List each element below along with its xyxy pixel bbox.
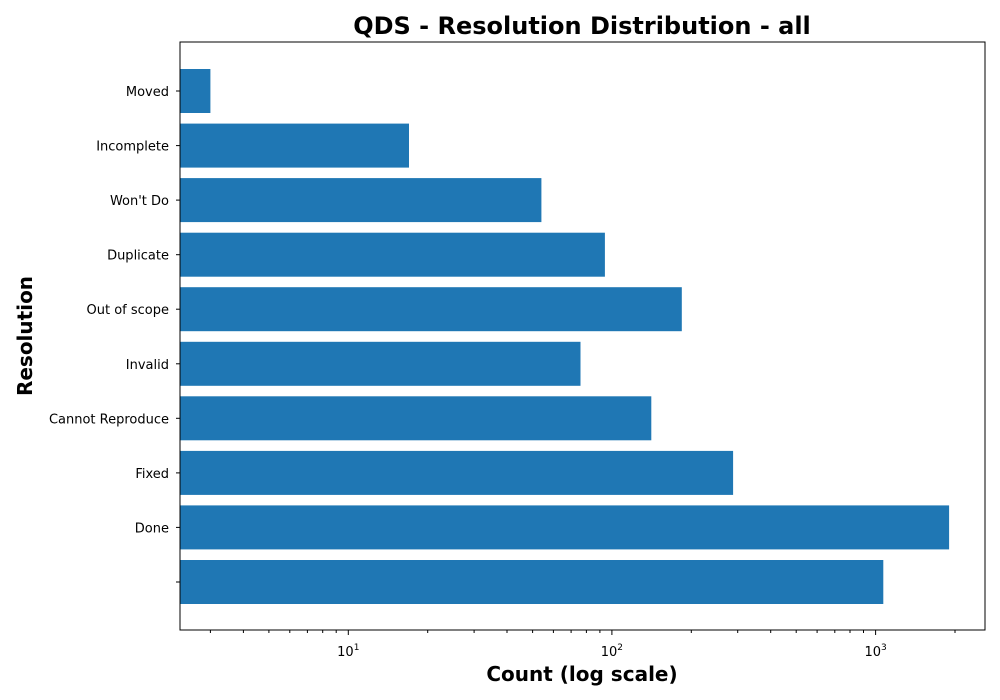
y-tick-label: Incomplete	[96, 140, 169, 155]
bar	[180, 69, 211, 113]
bar	[180, 123, 409, 168]
x-tick-label: 103	[864, 643, 886, 660]
bar	[180, 287, 682, 332]
bar	[180, 560, 884, 604]
y-tick-label: Done	[135, 521, 169, 536]
x-ticks-layer: 101 102 103	[209, 630, 956, 660]
bar	[180, 232, 605, 277]
y-ticks-layer: Moved Incomplete Won't Do Duplicate Out of s…	[49, 85, 180, 583]
bar	[180, 341, 581, 386]
y-tick-label: Duplicate	[107, 249, 169, 264]
y-tick-label: Cannot Reproduce	[49, 412, 169, 427]
chart-title: QDS - Resolution Distribution - all	[353, 12, 811, 40]
y-tick-label: Invalid	[126, 358, 169, 373]
bar	[180, 396, 652, 441]
bar	[180, 178, 542, 223]
bars-layer	[180, 69, 950, 604]
y-axis-label: Resolution	[13, 276, 37, 396]
plot-frame	[179, 41, 986, 631]
y-tick-label: Won't Do	[110, 194, 169, 209]
bar	[180, 505, 950, 550]
y-tick-label: Fixed	[135, 467, 169, 482]
x-axis-label: Count (log scale)	[486, 662, 677, 686]
x-tick-label: 101	[337, 643, 359, 660]
y-tick-label: Out of scope	[87, 303, 170, 318]
bar	[180, 450, 734, 495]
y-tick-label: Moved	[126, 85, 169, 100]
x-tick-label: 102	[601, 643, 623, 660]
